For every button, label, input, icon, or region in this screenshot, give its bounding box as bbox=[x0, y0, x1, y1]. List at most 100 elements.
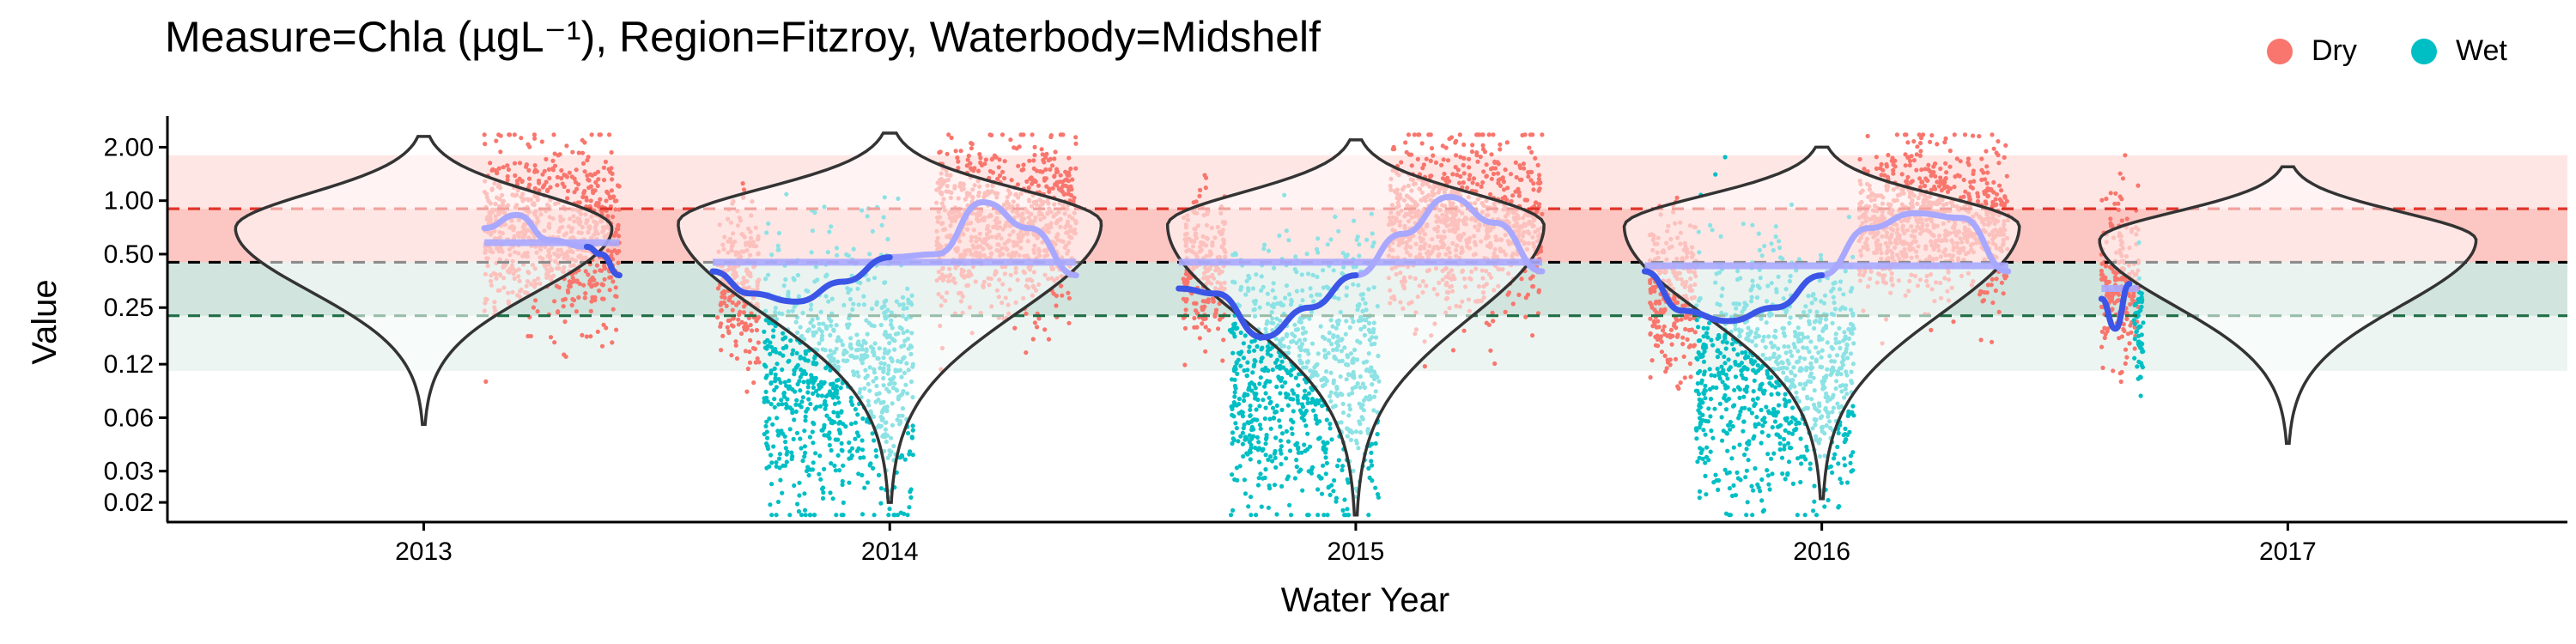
data-point bbox=[1648, 331, 1653, 336]
data-point bbox=[744, 389, 750, 394]
data-point bbox=[827, 436, 832, 441]
data-point bbox=[526, 167, 532, 173]
data-point bbox=[1431, 153, 1436, 158]
data-point bbox=[570, 276, 575, 281]
data-point bbox=[969, 146, 974, 151]
data-point bbox=[598, 197, 603, 202]
data-point bbox=[1530, 333, 1535, 338]
data-point bbox=[581, 283, 586, 288]
data-point bbox=[769, 482, 775, 487]
data-point bbox=[532, 185, 538, 191]
data-point bbox=[1975, 198, 1981, 204]
data-point bbox=[1406, 132, 1412, 137]
data-point bbox=[835, 453, 841, 459]
data-point bbox=[860, 416, 866, 422]
data-point bbox=[1674, 195, 1680, 200]
data-point bbox=[946, 132, 951, 137]
data-point bbox=[1453, 165, 1458, 170]
data-point bbox=[614, 294, 619, 299]
data-point bbox=[1903, 163, 1908, 168]
data-point bbox=[513, 173, 518, 179]
data-point bbox=[764, 395, 769, 400]
data-point bbox=[820, 428, 825, 433]
data-point bbox=[1072, 195, 1077, 201]
data-point bbox=[1944, 170, 1949, 175]
data-point bbox=[727, 295, 732, 301]
data-point bbox=[1203, 325, 1208, 330]
data-point bbox=[773, 372, 778, 377]
data-point bbox=[987, 168, 993, 173]
data-point bbox=[580, 150, 586, 155]
data-point bbox=[1937, 179, 1942, 185]
data-point bbox=[1670, 333, 1675, 338]
data-point bbox=[722, 295, 727, 301]
data-point bbox=[1054, 303, 1059, 308]
data-point bbox=[989, 132, 994, 138]
data-point bbox=[905, 430, 911, 436]
data-point bbox=[1454, 138, 1459, 143]
data-point bbox=[1491, 171, 1497, 177]
data-point bbox=[1687, 361, 1692, 367]
data-point bbox=[1060, 189, 1065, 194]
data-point bbox=[1656, 301, 1662, 306]
data-point bbox=[544, 156, 549, 161]
data-point bbox=[955, 155, 960, 161]
data-point bbox=[1945, 189, 1951, 194]
data-point bbox=[715, 286, 721, 291]
data-point bbox=[1417, 132, 1422, 137]
data-point bbox=[1058, 132, 1063, 137]
data-point bbox=[581, 191, 586, 196]
data-point bbox=[804, 468, 810, 474]
data-point bbox=[796, 509, 802, 514]
legend-label-wet: Wet bbox=[2456, 34, 2507, 67]
data-point bbox=[2002, 194, 2008, 199]
data-point bbox=[2112, 275, 2117, 280]
data-point bbox=[996, 165, 1001, 170]
data-point bbox=[2123, 153, 2128, 158]
data-point bbox=[569, 302, 574, 307]
data-point bbox=[788, 338, 793, 343]
data-point bbox=[771, 334, 776, 339]
data-point bbox=[754, 319, 759, 324]
data-point bbox=[1031, 158, 1036, 163]
data-point bbox=[1942, 140, 1947, 145]
data-point bbox=[1683, 326, 1688, 331]
data-point bbox=[811, 391, 816, 396]
data-point bbox=[1679, 317, 1684, 322]
data-point bbox=[2132, 325, 2137, 330]
data-point bbox=[2004, 173, 2009, 179]
data-point bbox=[814, 389, 819, 394]
data-point bbox=[588, 308, 593, 313]
data-point bbox=[1481, 169, 1486, 174]
data-point bbox=[795, 362, 800, 368]
data-point bbox=[1904, 179, 1909, 184]
data-point bbox=[802, 454, 807, 459]
data-point bbox=[836, 400, 841, 405]
data-point bbox=[592, 297, 598, 303]
data-point bbox=[1510, 301, 1516, 307]
data-point bbox=[585, 158, 590, 163]
data-point bbox=[1036, 183, 1042, 188]
data-point bbox=[792, 483, 797, 489]
data-point bbox=[1461, 180, 1466, 185]
data-point bbox=[1990, 300, 1996, 306]
data-point bbox=[1931, 164, 1936, 169]
data-point bbox=[767, 320, 772, 325]
data-point bbox=[762, 362, 768, 368]
data-point bbox=[1000, 169, 1005, 174]
data-point bbox=[613, 207, 618, 212]
data-point bbox=[1651, 319, 1656, 324]
data-point bbox=[505, 163, 510, 168]
data-point bbox=[1181, 296, 1186, 301]
data-point bbox=[593, 179, 598, 185]
data-point bbox=[847, 480, 852, 485]
data-point bbox=[1982, 290, 1987, 295]
data-point bbox=[505, 178, 510, 183]
data-point bbox=[1929, 171, 1935, 176]
data-point bbox=[1192, 315, 1197, 321]
data-point bbox=[772, 397, 777, 402]
data-point bbox=[2118, 379, 2123, 385]
data-point bbox=[611, 214, 616, 220]
data-point bbox=[1182, 278, 1187, 283]
data-point bbox=[785, 397, 790, 402]
